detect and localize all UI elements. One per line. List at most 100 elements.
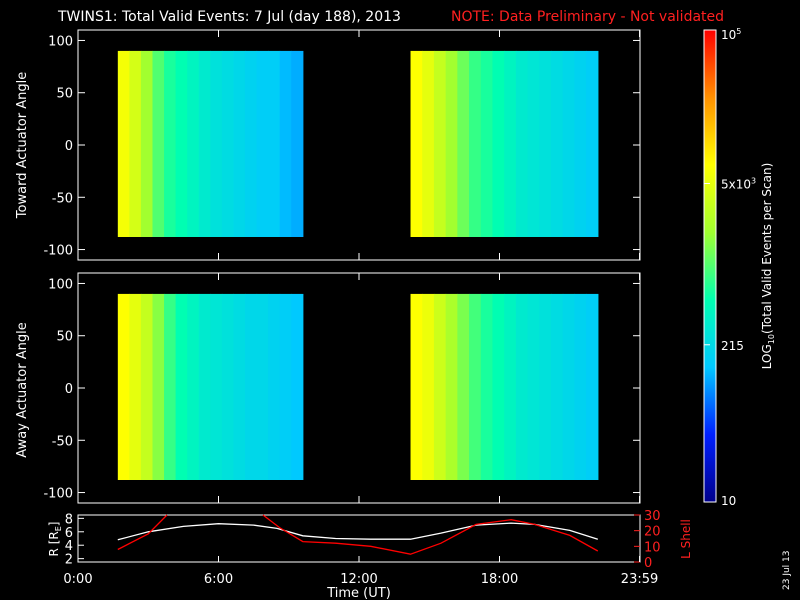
toward-cell <box>187 50 200 237</box>
away-cell <box>164 293 177 480</box>
away-ytick-label: -100 <box>43 487 73 502</box>
away-cell <box>140 293 154 480</box>
away-cell <box>117 293 130 480</box>
away-ylabel: Away Actuator Angle <box>15 322 30 457</box>
toward-cell <box>198 50 211 237</box>
orbit-ytick-label-right: 10 <box>644 540 661 555</box>
xtick-label: 6:00 <box>204 572 233 587</box>
away-cell <box>469 293 482 480</box>
away-cell <box>586 293 599 480</box>
away-cell <box>256 293 269 480</box>
toward-cell <box>221 50 235 237</box>
orbit-ytick-label-left: 2 <box>65 553 73 568</box>
toward-ytick-label: 50 <box>56 87 73 102</box>
toward-cell <box>175 50 188 237</box>
orbit-ytick-label-left: 6 <box>65 526 73 541</box>
away-cell <box>279 293 292 480</box>
toward-ytick-label: -100 <box>43 244 73 259</box>
toward-cell <box>504 50 517 237</box>
away-ytick-label: 50 <box>56 330 73 345</box>
toward-cell <box>164 50 177 237</box>
away-cell <box>433 293 447 480</box>
toward-cell <box>117 50 130 237</box>
away-panel: 100 50 0 -50 -100 Away Actuator Angle <box>15 272 641 504</box>
away-cell <box>187 293 200 480</box>
away-cell <box>129 293 142 480</box>
away-cell <box>210 293 223 480</box>
colorbar-tick-label: 215 <box>721 339 744 353</box>
toward-ytick-label: 0 <box>65 139 73 154</box>
toward-cell <box>152 50 165 237</box>
away-ytick-label: 100 <box>48 277 73 292</box>
toward-cell <box>210 50 223 237</box>
away-cell <box>480 293 494 480</box>
toward-cell <box>129 50 142 237</box>
xaxis-label: Time (UT) <box>326 586 391 600</box>
away-cell <box>539 293 552 480</box>
away-cell <box>198 293 211 480</box>
toward-cell <box>551 50 564 237</box>
orbit-ytick-label-right: 20 <box>644 525 661 540</box>
toward-ytick-label: -50 <box>52 191 73 206</box>
toward-cell <box>527 50 540 237</box>
toward-panel: 100 50 0 -50 -100 Toward Actuator Angle <box>15 29 641 261</box>
toward-cell <box>140 50 154 237</box>
preliminary-note: NOTE: Data Preliminary - Not validated <box>451 9 724 25</box>
toward-ytick-label: 100 <box>48 34 73 49</box>
toward-cell <box>480 50 494 237</box>
toward-cell <box>291 50 304 237</box>
away-cell <box>175 293 188 480</box>
away-ytick-label: -50 <box>52 434 73 449</box>
away-cell <box>445 293 458 480</box>
toward-cell <box>279 50 292 237</box>
toward-cell <box>233 50 246 237</box>
away-cell <box>410 293 423 480</box>
orbit-ylabel-right: L Shell <box>679 519 693 559</box>
toward-cell <box>574 50 587 237</box>
toward-cell <box>422 50 435 237</box>
away-cell <box>152 293 165 480</box>
toward-cell <box>256 50 269 237</box>
away-cell <box>422 293 435 480</box>
toward-cell <box>433 50 447 237</box>
away-cell <box>515 293 529 480</box>
xtick-label: 12:00 <box>340 572 377 587</box>
away-cell <box>221 293 235 480</box>
toward-cell <box>586 50 599 237</box>
orbit-ytick-label-left: 8 <box>65 512 73 527</box>
toward-cell <box>410 50 423 237</box>
orbit-ytick-label-left: 4 <box>65 539 73 554</box>
away-cell <box>244 293 258 480</box>
colorbar-tick-label: 10 <box>721 494 736 508</box>
away-cell <box>551 293 564 480</box>
away-cell <box>527 293 540 480</box>
xtick-label: 0:00 <box>63 572 92 587</box>
orbit-ytick-label-right: 0 <box>644 556 652 571</box>
toward-cell <box>268 50 281 237</box>
away-cell <box>457 293 470 480</box>
toward-cell <box>515 50 529 237</box>
away-cell <box>233 293 246 480</box>
away-cell <box>291 293 304 480</box>
away-cell <box>268 293 281 480</box>
away-cell <box>574 293 587 480</box>
toward-cell <box>492 50 505 237</box>
toward-cell <box>469 50 482 237</box>
toward-cell <box>445 50 458 237</box>
away-cell <box>504 293 517 480</box>
lshell-line <box>117 514 168 551</box>
footer-date: 23 Jul 13 <box>782 551 792 591</box>
colorbar-tick-label: 105 <box>721 27 741 42</box>
colorbar: 10 215 5x103 105 LOG10(Total Valid Events p… <box>703 27 776 508</box>
away-ytick-label: 0 <box>65 382 73 397</box>
toward-cell <box>562 50 576 237</box>
away-cell <box>492 293 505 480</box>
toward-cell <box>457 50 470 237</box>
lshell-line <box>262 514 599 555</box>
radius-line <box>117 522 598 541</box>
orbit-ytick-label-right: 30 <box>644 509 661 524</box>
toward-cell <box>539 50 552 237</box>
colorbar-label: LOG10(Total Valid Events per Scan) <box>760 163 776 370</box>
